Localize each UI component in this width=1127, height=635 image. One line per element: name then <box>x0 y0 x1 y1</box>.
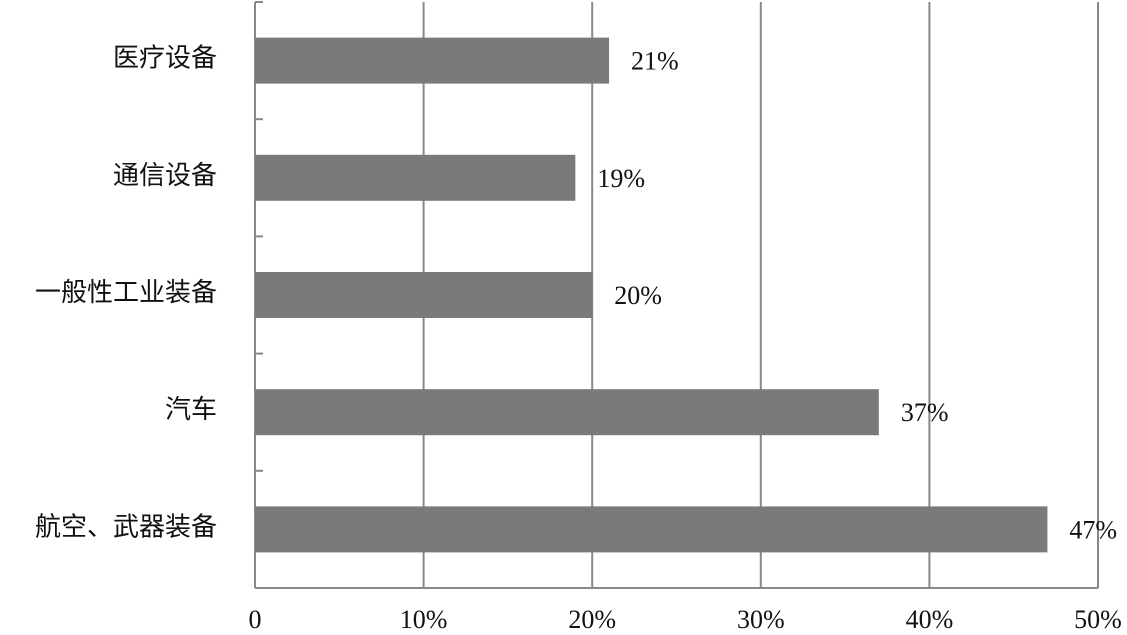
x-tick-label: 0 <box>249 605 262 634</box>
y-tick-label: 一般性工业装备 <box>35 278 217 307</box>
value-label: 21% <box>631 47 679 76</box>
y-tick-label: 医疗设备 <box>113 44 217 73</box>
bar <box>255 154 576 201</box>
bar <box>255 506 1048 553</box>
value-label: 37% <box>901 398 949 427</box>
y-tick-label: 汽车 <box>165 395 217 424</box>
x-tick-label: 40% <box>906 605 954 634</box>
value-label: 47% <box>1069 515 1117 544</box>
y-tick-label: 航空、武器装备 <box>35 512 217 541</box>
x-tick-label: 50% <box>1074 605 1122 634</box>
value-label: 19% <box>597 164 645 193</box>
x-tick-label: 20% <box>568 605 616 634</box>
x-tick-label: 30% <box>737 605 785 634</box>
bar <box>255 37 610 84</box>
y-tick-label: 通信设备 <box>113 161 217 190</box>
bar <box>255 389 879 436</box>
value-label: 20% <box>614 281 662 310</box>
bar <box>255 272 593 318</box>
x-tick-label: 10% <box>400 605 448 634</box>
